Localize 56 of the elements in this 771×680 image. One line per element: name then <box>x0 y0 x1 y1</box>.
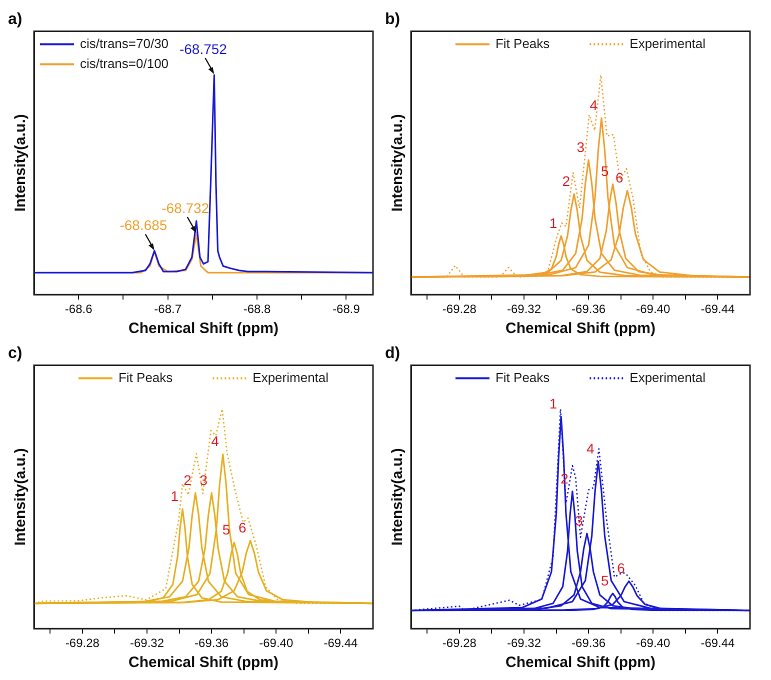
x-tick-label: -69.28 <box>442 636 477 650</box>
annotation: 4 <box>590 96 598 113</box>
x-tick-label: -69.32 <box>506 302 542 316</box>
x-tick-label: -69.40 <box>636 636 670 650</box>
chart-title: a) <box>8 11 22 28</box>
x-tick-label: -69.28 <box>65 636 100 650</box>
annotation: -68.732 <box>162 200 210 216</box>
annotation: 1 <box>170 488 179 504</box>
x-tick-label: -69.44 <box>700 302 736 316</box>
annotation: 1 <box>549 396 558 412</box>
annotation: 2 <box>562 172 570 189</box>
annotation: -68.752 <box>179 40 228 57</box>
x-tick-label: -69.44 <box>700 636 736 650</box>
annotation: 4 <box>211 433 220 450</box>
annotation: -68.685 <box>120 217 168 234</box>
x-tick-label: -68.9 <box>332 302 360 316</box>
x-axis-title: Chemical Shift (ppm) <box>505 320 656 338</box>
y-axis-title: Intensity(a.u.) <box>12 448 30 546</box>
legend-label: Experimental <box>252 370 329 385</box>
y-axis-title: Intensity(a.u.) <box>389 114 406 212</box>
x-tick-label: -69.28 <box>442 302 477 316</box>
legend-label: Experimental <box>630 36 706 51</box>
legend-label: Fit Peaks <box>118 370 174 385</box>
x-tick-label: -69.36 <box>572 302 606 316</box>
annotation: 3 <box>576 138 585 155</box>
x-tick-label: -69.36 <box>572 636 606 650</box>
annotation: 6 <box>617 560 626 576</box>
x-axis-title: Chemical Shift (ppm) <box>128 654 279 672</box>
x-tick-label: -69.32 <box>506 636 542 650</box>
x-tick-label: -69.40 <box>259 636 294 650</box>
x-tick-label: -69.32 <box>130 636 164 650</box>
chart-title: d) <box>385 345 400 362</box>
annotation: 1 <box>549 214 558 231</box>
x-tick-label: -69.40 <box>636 302 670 316</box>
x-tick-label: -69.44 <box>324 636 358 650</box>
legend-label: Fit Peaks <box>495 36 550 51</box>
chart-title: c) <box>8 345 22 362</box>
x-tick-label: -69.36 <box>194 636 229 650</box>
annotation: 2 <box>184 472 192 488</box>
annotation: 5 <box>600 572 609 588</box>
x-tick-label: -68.7 <box>154 302 182 316</box>
chart-title: b) <box>385 11 400 28</box>
annotation: 6 <box>616 169 624 186</box>
x-axis-title: Chemical Shift (ppm) <box>505 654 656 672</box>
legend-label: Experimental <box>630 370 706 385</box>
annotation: 6 <box>238 519 247 536</box>
x-tick-label: -68.6 <box>64 302 93 316</box>
annotation: 4 <box>586 440 594 456</box>
y-axis-title: Intensity(a.u.) <box>389 448 406 546</box>
legend-label: Fit Peaks <box>495 370 550 385</box>
x-tick-label: -68.8 <box>243 302 272 316</box>
y-axis-title: Intensity(a.u.) <box>12 114 30 212</box>
legend-label: cis/trans=0/100 <box>80 56 169 71</box>
legend-label: cis/trans=70/30 <box>80 36 169 51</box>
x-axis-title: Chemical Shift (ppm) <box>128 320 279 338</box>
annotation: 3 <box>200 472 208 488</box>
